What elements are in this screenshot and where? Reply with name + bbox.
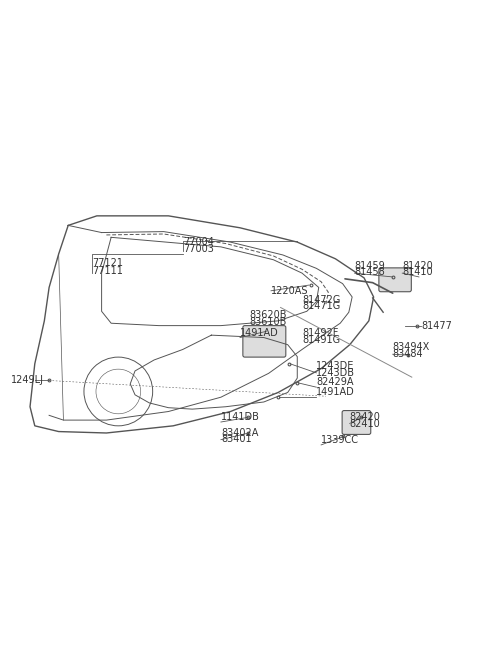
Text: 81410: 81410 xyxy=(402,267,433,277)
Text: 1220AS: 1220AS xyxy=(271,286,309,296)
FancyBboxPatch shape xyxy=(243,325,286,357)
Text: 81477: 81477 xyxy=(421,321,452,331)
Text: 83610B: 83610B xyxy=(250,317,287,327)
FancyBboxPatch shape xyxy=(342,411,371,434)
Text: 82420: 82420 xyxy=(350,412,381,422)
Text: 83402A: 83402A xyxy=(221,428,258,438)
Text: 82429A: 82429A xyxy=(316,377,354,387)
Text: 1141DB: 1141DB xyxy=(221,412,260,422)
Text: 83484: 83484 xyxy=(393,348,423,359)
Text: 1243DB: 1243DB xyxy=(316,367,355,378)
Text: 77003: 77003 xyxy=(183,244,214,254)
Text: 1339CC: 1339CC xyxy=(321,435,359,445)
Text: 81459: 81459 xyxy=(355,260,385,271)
Text: 81420: 81420 xyxy=(402,260,433,271)
Text: 83620B: 83620B xyxy=(250,310,287,320)
Text: 77004: 77004 xyxy=(183,237,214,247)
Text: 1243DE: 1243DE xyxy=(316,361,355,371)
FancyBboxPatch shape xyxy=(379,268,411,292)
Text: 81471G: 81471G xyxy=(302,301,340,312)
Text: 1491AD: 1491AD xyxy=(316,387,355,397)
Text: 81458: 81458 xyxy=(355,267,385,277)
Text: 1491AD: 1491AD xyxy=(240,327,279,338)
Text: 81491G: 81491G xyxy=(302,335,340,345)
Text: 83401: 83401 xyxy=(221,434,252,445)
Text: 82410: 82410 xyxy=(350,419,381,428)
Text: 1249LJ: 1249LJ xyxy=(11,375,44,386)
Text: 77111: 77111 xyxy=(92,266,123,276)
Text: 77121: 77121 xyxy=(92,258,123,268)
Text: 81492F: 81492F xyxy=(302,329,338,338)
Text: 83494X: 83494X xyxy=(393,342,430,352)
Text: 81472G: 81472G xyxy=(302,295,340,304)
